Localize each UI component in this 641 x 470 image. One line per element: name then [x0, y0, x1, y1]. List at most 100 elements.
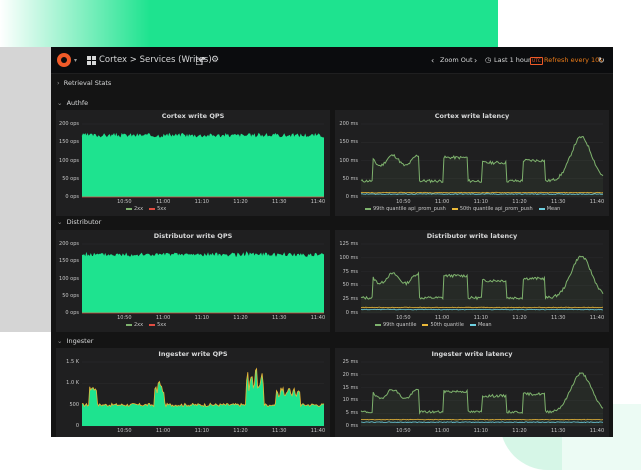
panel-title: Ingester write QPS: [158, 350, 228, 358]
background-gray-band: [0, 47, 53, 332]
x-tick-label: 10:50: [396, 315, 411, 321]
row-ingester[interactable]: ⌄ Ingester: [57, 337, 94, 345]
legend-label: 5xx: [157, 322, 167, 328]
legend-item[interactable]: 5xx: [149, 322, 166, 328]
chevron-down-icon: ⌄: [57, 337, 63, 345]
y-tick-label: 100 ops: [59, 157, 79, 164]
refresh-interval[interactable]: Refresh every 10s: [544, 56, 603, 64]
legend-swatch: [149, 208, 156, 210]
series-99th-line: [360, 135, 604, 184]
y-tick-label: 25 ms: [342, 296, 358, 303]
chevron-down-icon: ⌄: [57, 218, 63, 226]
panel-distributor-latency[interactable]: Distributor write latency 125 ms 100 ms 75…: [335, 230, 609, 332]
series-50th-line: [360, 306, 604, 309]
zoom-out-button[interactable]: Zoom Out: [440, 56, 473, 64]
y-tick-label: 125 ms: [339, 241, 358, 247]
panel-distributor-qps[interactable]: Distributor write QPS 200 ops 150 ops 100 …: [56, 230, 330, 332]
series-99th-line: [360, 255, 604, 301]
x-tick-label: 11:00: [155, 199, 171, 205]
panel-title: Distributor write QPS: [153, 232, 233, 240]
title-dropdown-icon[interactable]: ▾: [182, 57, 186, 64]
legend-item[interactable]: 99th quantile: [375, 322, 416, 328]
y-tick-label: 150 ms: [339, 139, 358, 146]
legend-item[interactable]: 99th quantile api_prom_push: [365, 206, 446, 212]
chevron-down-icon[interactable]: ▾: [74, 57, 78, 64]
x-tick-label: 10:50: [396, 199, 411, 205]
y-tick-label: 0 ops: [65, 194, 79, 200]
y-tick-label: 150 ops: [59, 258, 79, 265]
series-2xx-area: [82, 251, 324, 313]
series-2xx-line: [81, 132, 325, 139]
top-navbar: ▾ Cortex > Services (Writes) ▾ ⚙ ‹ Zoom …: [51, 47, 613, 74]
legend-item[interactable]: Mean: [469, 322, 492, 328]
share-icon[interactable]: [195, 47, 205, 74]
panel-authfe-latency[interactable]: Cortex write latency 200 ms 150 ms 100 ms 5…: [335, 110, 609, 216]
chevron-left-icon[interactable]: ‹: [431, 56, 435, 65]
legend-label: 99th quantile: [383, 322, 417, 328]
panel-title: Cortex write latency: [434, 112, 510, 120]
x-tick-label: 11:30: [551, 199, 566, 205]
time-range-picker[interactable]: Last 1 hour: [494, 56, 531, 64]
legend-label: 50th quantile: [430, 322, 464, 328]
legend-label: 5xx: [157, 206, 167, 212]
row-retrieval-stats[interactable]: › Retrieval Stats: [57, 79, 112, 87]
x-tick-label: 11:40: [310, 428, 326, 434]
legend-item[interactable]: 2xx: [126, 322, 143, 328]
series-2xx-area: [82, 133, 324, 197]
legend-swatch: [126, 324, 132, 326]
gear-icon[interactable]: ⚙: [211, 55, 220, 65]
legend-label: 99th quantile api_prom_push: [373, 206, 446, 212]
series-50th-line: [361, 418, 604, 421]
dashboards-grid-icon[interactable]: [87, 47, 96, 74]
y-tick-label: 100 ms: [339, 254, 358, 261]
panel-ingester-qps[interactable]: Ingester write QPS 1.5 K 1.0 K 500 0 10:50 11…: [56, 348, 330, 437]
panel-ingester-latency[interactable]: Ingester write latency 25 ms 20 ms 15 ms 10…: [335, 348, 609, 437]
x-tick-label: 11:40: [589, 315, 605, 321]
dashboard-title[interactable]: Cortex > Services (Writes): [99, 55, 212, 65]
legend-label: 50th quantile api_prom_push: [459, 206, 533, 212]
y-tick-label: 10 ms: [342, 397, 358, 404]
series-2xx-line: [81, 251, 325, 259]
graph-legend: 2xx 5xx: [126, 206, 166, 212]
y-tick-label: 0 ms: [345, 194, 358, 200]
graph-canvas: [81, 123, 325, 198]
grafana-logo-icon[interactable]: [57, 53, 71, 67]
x-tick-label: 11:10: [473, 199, 488, 205]
y-tick-label: 50 ops: [62, 292, 79, 299]
latency-plot: 200 ms 150 ms 100 ms 50 ms 0 ms 10:50 11:00 11:…: [335, 110, 609, 216]
x-tick-label: 10:50: [117, 315, 132, 321]
y-tick-label: 200 ops: [59, 121, 79, 127]
panel-authfe-qps[interactable]: Cortex write QPS 200 ops 150 ops 100 ops 50…: [56, 110, 330, 216]
clock-icon[interactable]: ◷: [485, 56, 492, 64]
qps-plot: 200 ops 150 ops 100 ops 50 ops 0 ops 10:50 11:…: [56, 110, 330, 216]
series-2xx-area: [82, 368, 324, 426]
legend-item[interactable]: Mean: [538, 206, 560, 212]
y-tick-label: 200 ops: [59, 241, 79, 247]
x-tick-label: 10:50: [117, 199, 132, 205]
panel-title: Ingester write latency: [431, 350, 513, 358]
series-99th-area: [361, 372, 603, 426]
y-tick-label: 100 ops: [59, 275, 79, 282]
row-distributor[interactable]: ⌄ Distributor: [57, 218, 102, 226]
y-tick-label: 0 ops: [65, 310, 79, 316]
y-tick-label: 15 ms: [342, 384, 358, 391]
row-authfe[interactable]: ⌄ Authfe: [57, 99, 89, 107]
chevron-right-icon[interactable]: ›: [474, 56, 478, 65]
graph-canvas: [360, 123, 604, 198]
y-tick-label: 0 ms: [345, 310, 358, 316]
legend-item[interactable]: 2xx: [126, 206, 143, 212]
legend-item[interactable]: 50th quantile: [422, 322, 464, 328]
y-tick-label: 100 ms: [339, 157, 358, 164]
chevron-right-icon: ›: [57, 79, 60, 87]
x-tick-label: 11:00: [434, 428, 450, 434]
legend-item[interactable]: 5xx: [149, 206, 166, 212]
x-tick-label: 11:00: [434, 199, 450, 205]
series-mean-line: [360, 421, 604, 423]
y-tick-label: 20 ms: [342, 371, 358, 378]
series-mean-line: [361, 193, 603, 195]
x-tick-label: 10:50: [396, 428, 411, 434]
panel-title: Cortex write QPS: [161, 112, 225, 120]
legend-item[interactable]: 50th quantile api_prom_push: [451, 206, 533, 212]
refresh-icon[interactable]: ↻: [598, 56, 605, 65]
latency-plot: 125 ms 100 ms 75 ms 50 ms 25 ms 0 ms 10:50 11:0…: [335, 230, 609, 332]
